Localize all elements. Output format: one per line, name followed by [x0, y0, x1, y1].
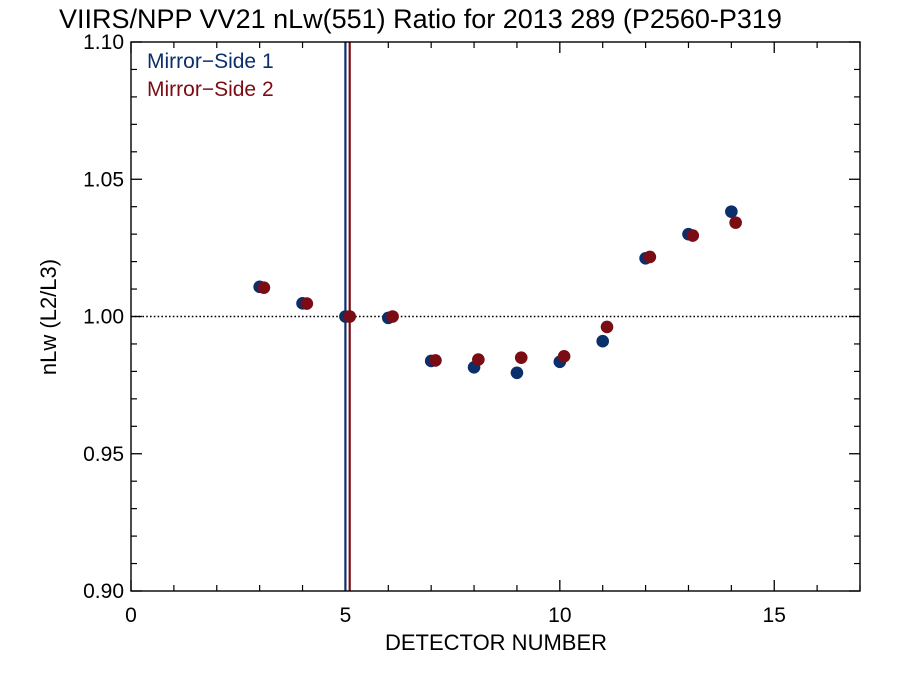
data-point-mirror-side-1	[596, 334, 610, 348]
y-tick-label: 1.10	[83, 31, 124, 54]
x-axis-label: DETECTOR NUMBER	[385, 630, 607, 655]
data-point-mirror-side-2	[343, 310, 357, 323]
y-axis-label: nLw (L2/L3)	[36, 259, 61, 375]
x-tick-labels: 0 5 10 15	[125, 604, 786, 627]
data-point-mirror-side-2	[257, 281, 271, 294]
legend-entry-mirror-side-2: Mirror−Side 2	[147, 78, 274, 101]
chart-title: VIIRS/NPP VV21 nLw(551) Ratio for 2013 2…	[59, 4, 782, 34]
data-point-mirror-side-1	[725, 205, 738, 218]
x-tick-label: 0	[125, 604, 137, 627]
legend: Mirror−Side 1 Mirror−Side 2	[147, 50, 274, 101]
y-tick-label: 1.00	[83, 306, 124, 329]
data-point-mirror-side-2	[643, 250, 657, 264]
data-point-mirror-side-2	[557, 350, 571, 363]
y-tick-label: 0.95	[83, 443, 124, 466]
y-tick-label: 1.05	[83, 168, 124, 191]
data-point-mirror-side-2	[386, 310, 399, 323]
data-points	[253, 205, 742, 380]
y-tick-label: 0.90	[83, 580, 124, 603]
y-tick-labels: 0.90 0.95 1.00 1.05 1.10	[83, 31, 124, 603]
data-point-mirror-side-1	[510, 366, 524, 380]
plot-frame	[130, 41, 861, 592]
x-tick-label: 5	[340, 604, 352, 627]
x-tick-label: 15	[763, 604, 786, 627]
series-mirror-side-2	[257, 216, 742, 367]
data-point-mirror-side-2	[600, 320, 614, 334]
data-point-mirror-side-2	[429, 354, 442, 367]
data-point-mirror-side-2	[472, 353, 485, 366]
x-tick-label: 10	[548, 604, 571, 627]
legend-entry-mirror-side-1: Mirror−Side 1	[147, 50, 274, 73]
data-point-mirror-side-2	[300, 297, 314, 310]
data-point-mirror-side-2	[686, 229, 700, 242]
minor-ticks	[131, 42, 861, 591]
data-point-mirror-side-2	[729, 216, 742, 229]
data-point-mirror-side-2	[514, 351, 528, 364]
